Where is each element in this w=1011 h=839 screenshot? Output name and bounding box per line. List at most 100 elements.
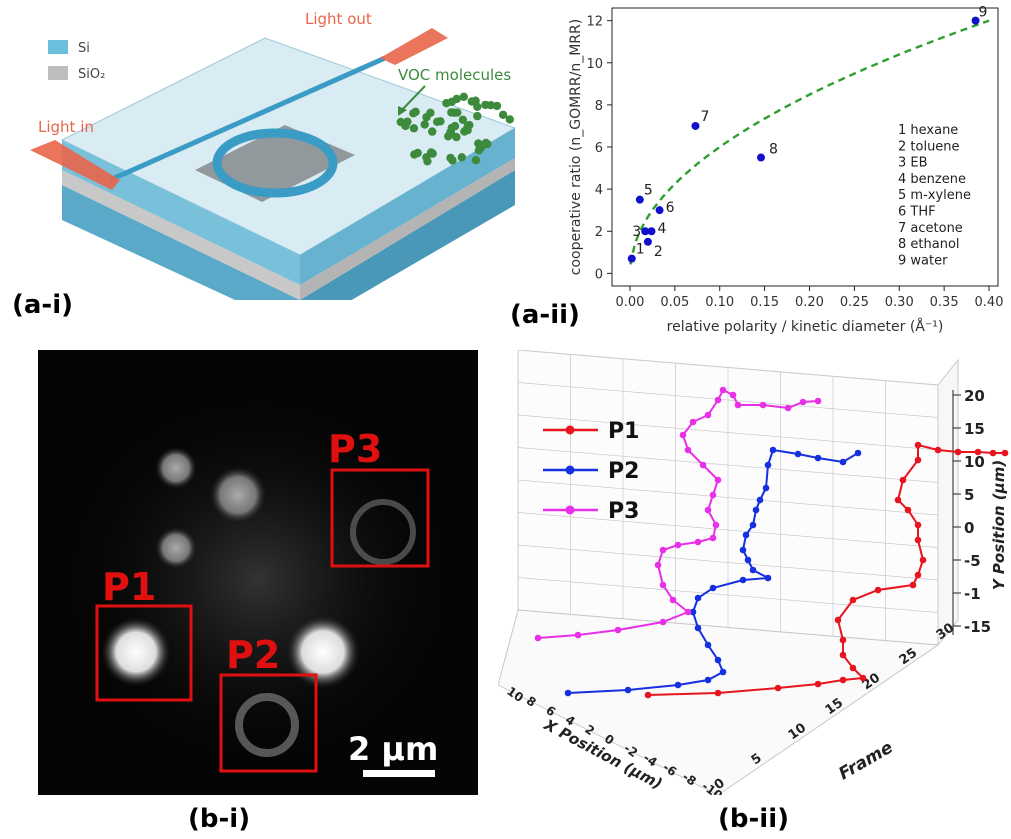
x-tick-label: 0.35	[930, 295, 959, 310]
x-tick-label: 0.00	[615, 295, 644, 310]
voc-molecule	[428, 127, 437, 136]
y-tick-label: -5	[964, 552, 981, 570]
trajectory-point	[934, 446, 942, 454]
trajectory-point	[839, 458, 847, 466]
panel-label-b-ii: (b-ii)	[718, 804, 789, 834]
compound-legend-item: 8 ethanol	[898, 237, 960, 252]
trajectory-point	[839, 676, 847, 684]
voc-molecule	[467, 97, 476, 106]
trajectory-point	[719, 386, 727, 394]
trajectory-point	[756, 496, 764, 504]
data-point	[647, 227, 656, 236]
trajectory-point	[534, 634, 542, 642]
trajectory-point	[704, 506, 712, 514]
trajectory-point	[784, 404, 792, 412]
voc-molecule	[422, 153, 431, 162]
particle-blob-left	[154, 526, 198, 570]
x-tick-label: 0.20	[795, 295, 824, 310]
roi-box-p2	[219, 673, 318, 773]
trajectory-point	[914, 571, 922, 579]
data-point	[627, 254, 636, 263]
voc-molecule	[422, 113, 431, 122]
panel-label-b-i: (b-i)	[188, 804, 251, 834]
trajectory-point	[684, 608, 692, 616]
trajectory-point	[714, 656, 722, 664]
voc-molecule	[452, 94, 461, 104]
trajectory-point	[694, 538, 702, 546]
trajectory-point	[749, 566, 757, 574]
y-tick-label: 0	[964, 519, 974, 537]
y-tick-label: 5	[964, 486, 974, 504]
trajectory-point	[694, 624, 702, 632]
chip-right-face	[300, 128, 515, 285]
voc-molecule	[473, 102, 482, 112]
trajectory-point	[714, 689, 722, 697]
x-tick-label: 0.25	[840, 295, 869, 310]
trajectory-point	[694, 594, 702, 602]
y-tick-label: 0	[595, 267, 603, 282]
trajectory-point	[684, 446, 692, 454]
trajectory-point	[794, 450, 802, 458]
trajectory-point	[709, 534, 717, 542]
trajectory-point	[764, 574, 772, 582]
trajectory-point	[614, 626, 622, 634]
sio2-legend-swatch	[48, 66, 68, 80]
y-tick-label: -15	[964, 618, 991, 636]
compound-legend-item: 5 m-xylene	[898, 188, 971, 203]
x-tick-label: 0.15	[750, 295, 779, 310]
sio2-legend-label: SiO₂	[78, 67, 105, 82]
voc-molecule	[486, 101, 496, 110]
compound-legend-item: 7 acetone	[898, 221, 963, 236]
compound-legend-item: 6 THF	[898, 205, 936, 220]
y-tick-label: 6	[595, 141, 603, 156]
voc-molecule	[492, 101, 502, 111]
x-tick-label: -8	[680, 769, 699, 788]
trajectory-point	[574, 631, 582, 639]
trajectory-point	[859, 674, 867, 682]
trajectory-point	[704, 676, 712, 684]
trajectory-point	[659, 618, 667, 626]
trajectory-3d-panel: 20 15 10 5 0 -5 -1 -15 Y Position (μm) 10 8 6 4 2 0 -2-…	[497, 349, 1011, 839]
voc-molecule	[409, 124, 419, 133]
trajectory-point	[954, 448, 962, 456]
trajectory-point	[624, 686, 632, 694]
trajectory-point	[742, 531, 750, 539]
trajectory-point	[909, 581, 917, 589]
roi-label-p2: P2	[226, 633, 280, 677]
voc-molecule	[396, 117, 405, 127]
trajectory-point	[752, 506, 760, 514]
y-tick-label: 2	[595, 225, 603, 240]
cooperative-ratio-chart-panel: 0.00 0.05 0.10 0.15 0.20 0.25 0.30 0.35 0.40 0 2 4 6…	[510, 0, 1011, 345]
trajectory-point	[679, 431, 687, 439]
data-point	[643, 237, 652, 246]
roi-box-p3	[330, 468, 430, 568]
panel-label-a-i: (a-i)	[12, 290, 74, 320]
y-tick-label: 4	[595, 183, 603, 198]
voc-arrow	[399, 85, 426, 113]
trajectory-point	[564, 689, 572, 697]
trajectory-point	[659, 546, 667, 554]
trajectory-point	[834, 616, 842, 624]
trajectory-point	[904, 506, 912, 514]
trajectory-point	[874, 586, 882, 594]
trajectory-point	[914, 456, 922, 464]
trajectory-point	[974, 448, 982, 456]
trajectory-point	[899, 476, 907, 484]
voc-molecule	[477, 143, 486, 152]
voc-molecule	[420, 120, 429, 129]
trajectory-point	[849, 596, 857, 604]
legend-label: P2	[608, 459, 639, 484]
trajectory-point	[644, 691, 652, 699]
voc-molecules	[396, 92, 514, 166]
light-out-beam	[380, 28, 448, 65]
frame-axis-label: Frame	[836, 738, 897, 785]
trajectory-point	[739, 546, 747, 554]
trajectory-point	[729, 391, 737, 399]
x-tick-label: -6	[660, 760, 679, 779]
legend-marker	[565, 505, 575, 515]
light-in-beam	[30, 140, 120, 190]
data-point-label: 2	[654, 244, 663, 260]
trajectory-point	[674, 681, 682, 689]
trajectory-point	[764, 461, 772, 469]
si-legend-label: Si	[78, 41, 90, 56]
